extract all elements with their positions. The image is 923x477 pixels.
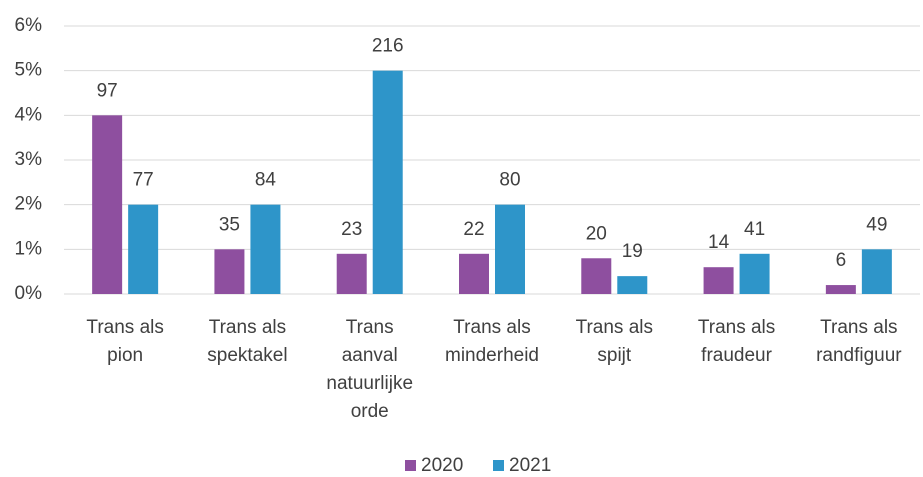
x-tick-label: spektakel: [207, 345, 287, 366]
x-tick-label: minderheid: [445, 345, 539, 366]
legend-label: 2020: [421, 455, 463, 476]
y-tick-label: 5%: [15, 60, 43, 81]
bar: [128, 204, 159, 294]
x-tick-label: fraudeur: [701, 345, 772, 366]
data-label: 6: [836, 250, 847, 271]
bar: [581, 258, 612, 294]
x-tick-label: Trans als: [820, 317, 897, 338]
data-label: 84: [255, 170, 277, 191]
x-tick-label: Trans als: [453, 317, 530, 338]
bar: [739, 253, 770, 294]
bar: [250, 204, 281, 294]
data-label: 97: [97, 80, 118, 101]
y-tick-label: 0%: [15, 283, 43, 304]
data-label: 77: [133, 170, 154, 191]
data-label: 22: [463, 219, 484, 240]
legend-label: 2021: [509, 455, 551, 476]
bar: [214, 249, 245, 294]
x-tick-label: aanval: [342, 345, 398, 366]
data-label: 19: [622, 241, 643, 262]
y-tick-label: 1%: [15, 238, 43, 259]
bar: [92, 115, 123, 294]
legend-swatch: [493, 460, 504, 471]
data-label: 23: [341, 219, 362, 240]
x-tick-label: Trans als: [209, 317, 286, 338]
data-label: 14: [708, 232, 730, 253]
bar: [495, 204, 525, 294]
x-tick-label: randfiguur: [816, 345, 902, 366]
bar: [861, 249, 892, 294]
x-tick-label: natuurlijke: [326, 373, 413, 394]
y-tick-label: 4%: [15, 104, 43, 125]
legend-swatch: [405, 460, 416, 471]
x-tick-label: Trans: [346, 317, 394, 338]
bar: [459, 253, 489, 294]
data-label: 41: [744, 219, 765, 240]
bar: [336, 253, 367, 294]
bar: [372, 70, 403, 295]
x-tick-label: Trans als: [86, 317, 163, 338]
bar: [703, 267, 734, 294]
x-tick-label: pion: [107, 345, 143, 366]
y-tick-label: 2%: [15, 194, 43, 215]
y-tick-label: 3%: [15, 149, 43, 170]
x-tick-label: orde: [351, 401, 389, 422]
data-label: 20: [586, 223, 607, 244]
data-label: 80: [499, 170, 520, 191]
bar: [617, 276, 648, 294]
x-tick-label: spijt: [597, 345, 632, 366]
x-tick-label: Trans als: [698, 317, 775, 338]
x-tick-label: Trans als: [576, 317, 653, 338]
data-label: 49: [866, 214, 887, 235]
y-tick-label: 6%: [15, 15, 43, 36]
data-label: 35: [219, 214, 240, 235]
bar: [825, 285, 856, 294]
data-label: 216: [372, 36, 404, 57]
